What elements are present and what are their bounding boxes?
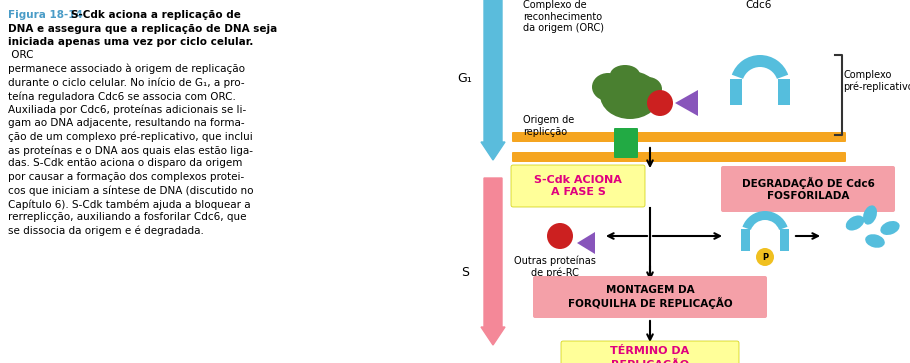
FancyBboxPatch shape [721, 166, 895, 212]
Bar [780, 229, 789, 251]
Text: Capítulo 6). S-Cdk também ajuda a bloquear a: Capítulo 6). S-Cdk também ajuda a bloque… [8, 199, 250, 209]
FancyArrow shape [481, 0, 505, 160]
Ellipse shape [865, 234, 885, 248]
FancyBboxPatch shape [512, 152, 846, 162]
Circle shape [547, 223, 573, 249]
Text: durante o ciclo celular. No início de G₁, a pro-: durante o ciclo celular. No início de G₁… [8, 77, 245, 88]
Text: permanece associado à origem de replicação: permanece associado à origem de replicaç… [8, 64, 245, 74]
Polygon shape [577, 232, 595, 254]
Text: DNA e assegura que a replicação de DNA seja: DNA e assegura que a replicação de DNA s… [8, 24, 278, 33]
Text: S-Cdk ACIONA
A FASE S: S-Cdk ACIONA A FASE S [534, 175, 622, 197]
Text: Origem de
replicção: Origem de replicção [523, 115, 574, 136]
Text: cos que iniciam a síntese de DNA (discutido no: cos que iniciam a síntese de DNA (discut… [8, 185, 254, 196]
Polygon shape [675, 90, 698, 116]
Text: Outras proteínas
de pré-RC: Outras proteínas de pré-RC [514, 255, 596, 278]
Text: S: S [461, 266, 469, 280]
Ellipse shape [600, 71, 660, 119]
Text: G₁: G₁ [458, 72, 472, 85]
Text: Complexo
pré-replicativo: Complexo pré-replicativo [843, 70, 910, 92]
Wedge shape [743, 211, 787, 230]
Text: Cdc6: Cdc6 [745, 0, 772, 10]
Ellipse shape [880, 221, 900, 235]
FancyBboxPatch shape [561, 341, 739, 363]
Circle shape [756, 248, 774, 266]
Ellipse shape [634, 77, 662, 101]
Text: MONTAGEM DA
FORQUILHA DE REPLICAÇÃO: MONTAGEM DA FORQUILHA DE REPLICAÇÃO [568, 285, 733, 309]
Ellipse shape [592, 73, 624, 101]
FancyArrow shape [481, 178, 505, 345]
Text: ORC: ORC [8, 50, 34, 61]
Ellipse shape [610, 65, 640, 85]
Text: se dissocia da origem e é degradada.: se dissocia da origem e é degradada. [8, 226, 204, 237]
Text: TÉRMINO DA
REPLICAÇÃO
DO DNA: TÉRMINO DA REPLICAÇÃO DO DNA [611, 346, 690, 363]
Bar [730, 79, 742, 105]
FancyBboxPatch shape [614, 128, 638, 158]
Circle shape [647, 90, 673, 116]
FancyBboxPatch shape [511, 165, 645, 207]
Text: rerreplicção, auxiliando a fosforilar Cdc6, que: rerreplicção, auxiliando a fosforilar Cd… [8, 212, 247, 223]
Bar [778, 79, 790, 105]
Text: Figura 18-14: Figura 18-14 [8, 10, 83, 20]
Wedge shape [732, 55, 788, 79]
Text: as proteínas e o DNA aos quais elas estão liga-: as proteínas e o DNA aos quais elas estã… [8, 145, 253, 155]
Text: Auxiliada por Cdc6, proteínas adicionais se li-: Auxiliada por Cdc6, proteínas adicionais… [8, 105, 247, 115]
Text: DEGRADAÇÃO DE Cdc6
FOSFORILADA: DEGRADAÇÃO DE Cdc6 FOSFORILADA [742, 177, 875, 201]
Text: iniciada apenas uma vez por ciclo celular.: iniciada apenas uma vez por ciclo celula… [8, 37, 253, 47]
Text: S-Cdk aciona a replicação de: S-Cdk aciona a replicação de [71, 10, 241, 20]
Text: ção de um complexo pré-replicativo, que inclui: ção de um complexo pré-replicativo, que … [8, 131, 253, 142]
Ellipse shape [845, 216, 864, 231]
Text: teína reguladora Cdc6 se associa com ORC.: teína reguladora Cdc6 se associa com ORC… [8, 91, 236, 102]
Text: Cdc6: Cdc6 [752, 196, 778, 206]
FancyBboxPatch shape [512, 132, 846, 142]
Text: por causar a formação dos complexos protei-: por causar a formação dos complexos prot… [8, 172, 244, 182]
Bar [741, 229, 750, 251]
Text: Complexo de
reconhecimento
da origem (ORC): Complexo de reconhecimento da origem (OR… [523, 0, 604, 33]
Text: P: P [762, 253, 768, 261]
Text: gam ao DNA adjacente, resultando na forma-: gam ao DNA adjacente, resultando na form… [8, 118, 245, 128]
Ellipse shape [863, 205, 877, 225]
FancyBboxPatch shape [533, 276, 767, 318]
Text: das. S-Cdk então aciona o disparo da origem: das. S-Cdk então aciona o disparo da ori… [8, 159, 242, 168]
